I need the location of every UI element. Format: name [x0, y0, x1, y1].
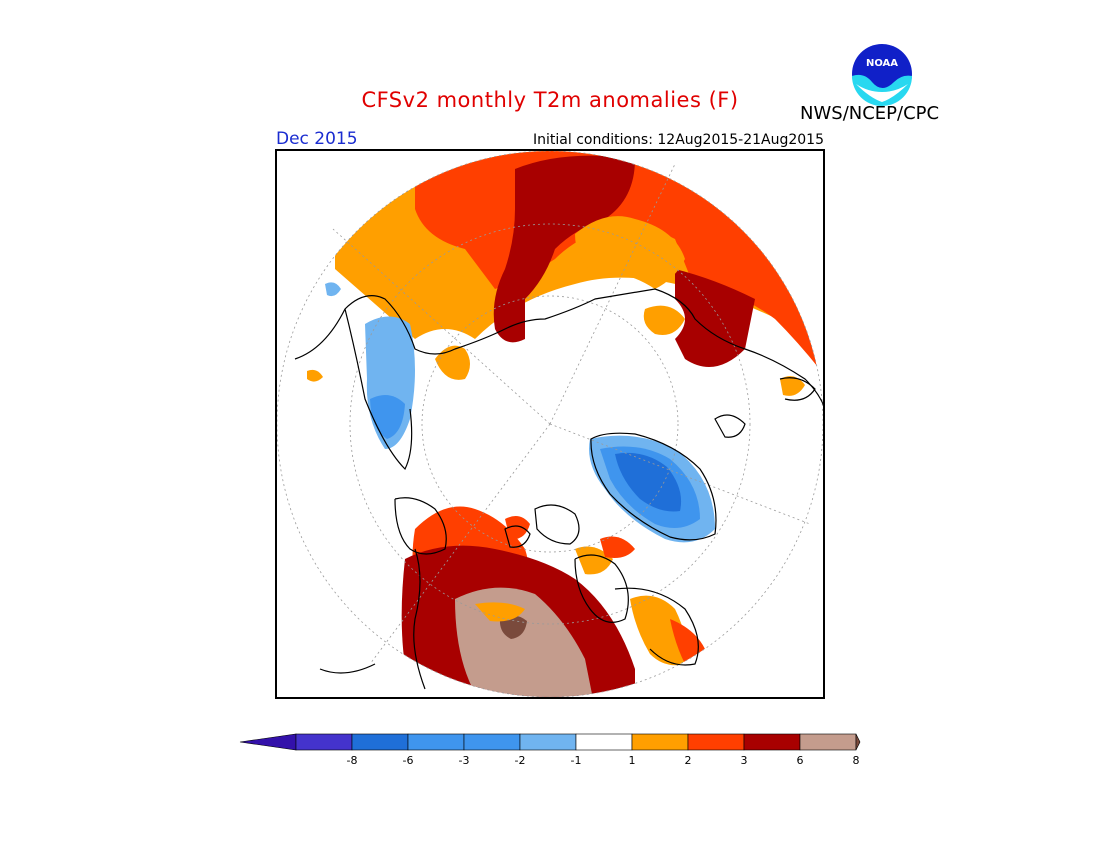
colorbar-tick-label: -8: [347, 754, 358, 767]
colorbar-cell: [799, 733, 857, 751]
anomaly-region: [505, 515, 530, 540]
colorbar-tick-label: 1: [629, 754, 636, 767]
anomaly-region: [670, 619, 705, 664]
anomaly-region: [325, 282, 341, 297]
colorbar-min-arrow: [239, 733, 297, 751]
anomaly-region: [370, 395, 405, 439]
colorbar-tick-label: -2: [515, 754, 526, 767]
anomaly-region: [575, 546, 613, 575]
colorbar-cell: [407, 733, 465, 751]
map-title: CFSv2 monthly T2m anomalies (F): [361, 88, 739, 112]
logo-text: NOAA: [866, 58, 898, 69]
colorbar-cell: [687, 733, 745, 751]
colorbar-cells: [239, 733, 861, 751]
anomaly-region: [493, 155, 635, 343]
colorbar-cell: [743, 733, 801, 751]
colorbar-tick-label: -1: [571, 754, 582, 767]
noaa-logo-icon: NOAA: [851, 43, 913, 106]
colorbar-tick-label: -6: [403, 754, 414, 767]
colorbar-tick-label: 3: [741, 754, 748, 767]
anomaly-region: [630, 595, 687, 666]
colorbar-cell: [575, 733, 633, 751]
initial-conditions-label: Initial conditions: 12Aug2015-21Aug2015: [533, 132, 824, 148]
colorbar-cell: [463, 733, 521, 751]
polar-anomaly-map: [275, 149, 825, 699]
coastlines: [294, 288, 825, 690]
colorbar-cell: [295, 733, 353, 751]
forecast-month-label: Dec 2015: [276, 129, 358, 149]
anomaly-colorbar: -8 -6 -3 -2 -1 1 2 3 6 8: [239, 733, 861, 767]
map-frame: [275, 149, 825, 699]
colorbar-tick-label: 2: [685, 754, 692, 767]
colorbar-max-arrow: [855, 733, 861, 751]
anomaly-region: [600, 536, 635, 558]
anomaly-region: [643, 305, 685, 335]
anomaly-region: [780, 376, 805, 396]
colorbar-tick-label: 6: [797, 754, 804, 767]
anomaly-region: [475, 602, 525, 622]
colorbar-tick-label: -3: [459, 754, 470, 767]
anomaly-region: [499, 615, 527, 639]
colorbar-cell: [519, 733, 577, 751]
anomaly-region: [615, 452, 682, 512]
colorbar-ticks: -8 -6 -3 -2 -1 1 2 3 6 8: [347, 754, 860, 767]
anomaly-region: [675, 269, 755, 367]
colorbar-tick-label: 8: [853, 754, 860, 767]
colorbar-cell: [631, 733, 689, 751]
anomaly-region: [307, 369, 323, 382]
agency-label: NWS/NCEP/CPC: [800, 103, 940, 124]
anomaly-region: [435, 345, 470, 380]
colorbar-cell: [351, 733, 409, 751]
anomaly-region: [575, 216, 685, 289]
